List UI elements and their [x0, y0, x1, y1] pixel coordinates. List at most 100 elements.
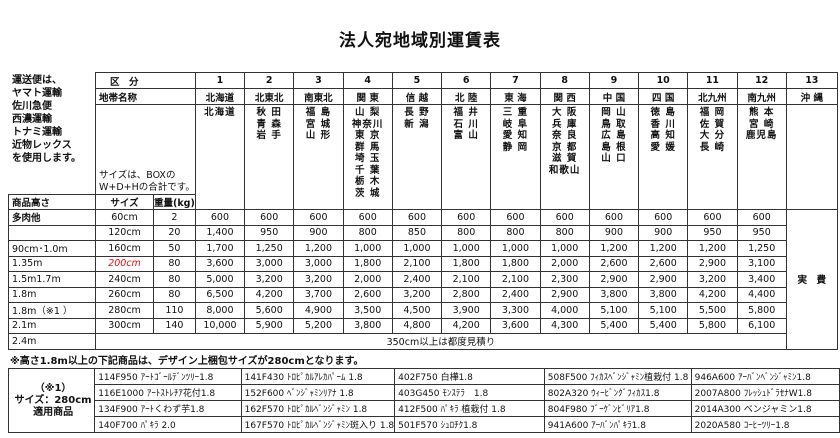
price-cell: 1,700	[194, 240, 246, 257]
price-cell: 2,300	[539, 271, 590, 288]
price-cell: 3,200	[391, 286, 443, 303]
price-cell: 2,100	[441, 271, 492, 288]
price-cell: 2,400	[391, 271, 443, 288]
product-cell: 412F500 ﾊﾟｷﾗ 植栽付 1.8	[394, 400, 545, 417]
price-cell: 4,000	[539, 302, 590, 319]
product-cell: 152F600 ﾍﾞﾝｼﾞｬﾐﾝﾘｱﾅ 1.8	[240, 384, 396, 401]
zone-number: 8	[539, 72, 590, 89]
height-cell: 1.8m	[8, 286, 96, 303]
price-cell: 5,500	[687, 302, 738, 319]
notes-spacer	[9, 73, 96, 195]
price-cell: 3,300	[490, 302, 541, 319]
price-cell: 3,800	[588, 286, 640, 303]
table-row: 1.8m 260cm 80 6,500 4,200 3,700 2,600 3,200 2,80…	[8, 286, 838, 303]
zone-name: 関 西	[539, 88, 590, 105]
size-cell: 280cm	[95, 302, 154, 319]
price-cell: 4,800	[391, 317, 443, 334]
weight-cell: 50	[153, 240, 196, 257]
zone-prefectures: 熊 本 宮 崎 鹿児島	[736, 104, 787, 210]
size-cell: 60cm	[95, 209, 154, 226]
price-cell: 2,800	[441, 286, 492, 303]
price-cell: 600	[736, 209, 787, 226]
zone-number: 1	[194, 72, 246, 89]
price-cell: 1,200	[293, 240, 344, 257]
size-cell: 260cm	[95, 286, 154, 303]
zone-name: 北九州	[687, 88, 738, 105]
size-cell: 120cm	[95, 224, 154, 241]
price-cell: 4,200	[687, 286, 738, 303]
product-row: 140F700 ﾊﾟｷﾗ 2.0 167F570 ﾄﾛﾋﾟｶﾙﾍﾞﾝｼﾞｬﾐﾝ斑入…	[9, 416, 840, 433]
price-cell: 900	[293, 224, 344, 241]
price-cell: 6,100	[736, 317, 787, 334]
weight-cell: 80	[153, 255, 196, 272]
height-cell: 90cm･1.0m	[8, 240, 96, 257]
price-cell: 3,100	[736, 255, 787, 272]
rate-table: 区 分 1 2 3 4 5 6 7 8 9 10 11 12 13 地帯名称 北海道 北東北 南東北関 東信 越…	[8, 72, 838, 350]
price-cell: 2,100	[490, 271, 541, 288]
price-cell: 800	[539, 224, 590, 241]
price-cell: 1,200	[588, 240, 640, 257]
price-cell: 600	[490, 209, 541, 226]
price-cell: 5,400	[638, 317, 689, 334]
zone-name: 沖 縄	[785, 88, 838, 105]
product-cell: 134F900 ｱｰﾄくわず芋1.8	[94, 400, 242, 417]
product-cell: 2014A300 ベンジャミン1.8	[690, 400, 840, 417]
height-cell: 1.35m	[8, 255, 96, 272]
price-cell: 2,400	[490, 286, 541, 303]
zone-number: 5	[391, 72, 443, 89]
zone-number: 10	[638, 72, 689, 89]
price-cell: 3,900	[441, 302, 492, 319]
price-cell: 1,000	[539, 240, 590, 257]
price-cell: 3,700	[293, 286, 344, 303]
zone-name: 東 海	[490, 88, 541, 105]
zone-name: 北 陸	[441, 88, 492, 105]
weight-cell: 110	[153, 302, 196, 319]
size-cell: 300cm	[95, 317, 154, 334]
zone-prefectures: 福 岡 佐 賀 大 分 長 崎	[687, 104, 738, 210]
price-cell: 800	[441, 224, 492, 241]
zone-prefectures: 北海道	[194, 104, 246, 210]
weight-cell: 20	[153, 224, 196, 241]
kubun-label: 区 分	[95, 72, 196, 89]
zone-number: 11	[687, 72, 738, 89]
price-cell: 2,100	[391, 255, 443, 272]
price-cell: 4,500	[391, 302, 443, 319]
size-label: サイズ	[95, 194, 154, 210]
price-cell: 4,400	[736, 286, 787, 303]
price-cell: 3,400	[736, 271, 787, 288]
product-cell: 804F980 ﾌﾞｰｹﾞﾝﾋﾞﾘｱ1.8	[543, 400, 692, 417]
price-cell: 600	[342, 209, 393, 226]
zone-name: 南九州	[736, 88, 787, 105]
price-cell: 8,000	[194, 302, 246, 319]
weight-label: 重量(kg)	[153, 194, 196, 210]
price-cell: 3,600	[490, 317, 541, 334]
zone-prefectures: 岡 山 鳥 取 広 島 島 根 山 口	[588, 104, 640, 210]
price-cell: 3,200	[687, 271, 738, 288]
price-cell: 900	[588, 224, 640, 241]
height-cell	[8, 224, 96, 241]
price-cell: 1,000	[342, 240, 393, 257]
price-cell: 5,400	[588, 317, 640, 334]
zone-number: 12	[736, 72, 787, 89]
table-row: 120cm 20 1,400 950 900 800 850 800 800 800 900 900 9…	[8, 224, 838, 241]
weight-cell: 80	[153, 286, 196, 303]
price-cell: 900	[638, 224, 689, 241]
price-cell: 3,000	[293, 255, 344, 272]
price-cell: 2,900	[539, 286, 590, 303]
price-cell: 1,800	[441, 255, 492, 272]
price-cell: 1,250	[244, 240, 295, 257]
table-row: 1.5m1.7m 240cm 80 5,000 3,200 3,200 2,000 2,400…	[8, 271, 838, 288]
zone-prefectures: 大 阪 兵 庫 奈 良 京 都 滋 賀 和歌山	[539, 104, 590, 210]
zone-number: 2	[244, 72, 295, 89]
product-cell: 141F430 ﾄﾛﾋﾟｶﾙｱﾚｶﾊﾟｰﾑ 1.8	[240, 368, 396, 385]
price-cell: 1,200	[687, 240, 738, 257]
price-cell: 4,900	[293, 302, 344, 319]
zone-number: 3	[293, 72, 344, 89]
price-cell: 6,500	[194, 286, 246, 303]
height-label: 商品高さ	[8, 194, 96, 210]
height-cell: 2.1m	[8, 317, 96, 334]
price-cell: 10,000	[194, 317, 246, 334]
price-cell: 5,100	[588, 302, 640, 319]
product-cell: 802A320 ｳｨｰﾋﾞﾝｸﾞﾌｨｶｽ1.8	[543, 384, 692, 401]
quote-note: 350cm以上は都度見積り	[95, 333, 787, 350]
